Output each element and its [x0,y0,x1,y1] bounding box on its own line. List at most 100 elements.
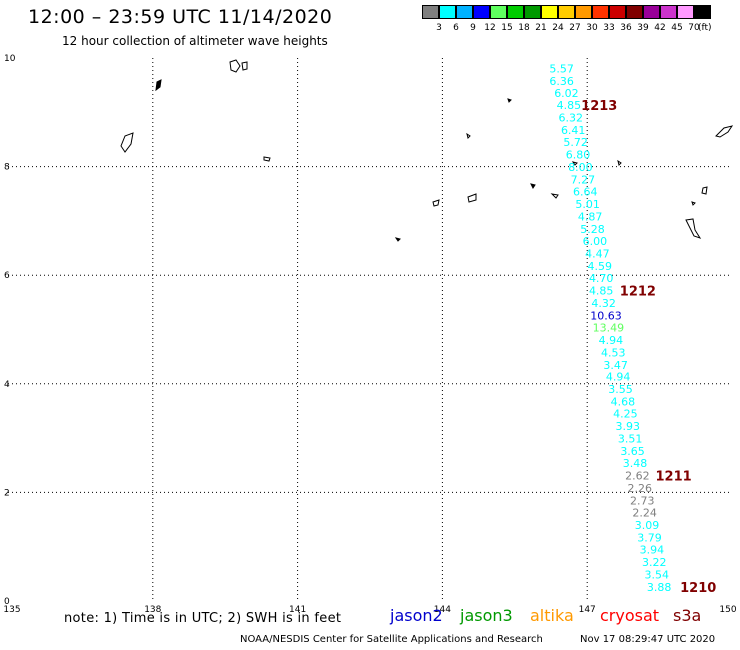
wave-height-value: 4.85 [589,284,614,297]
island [263,156,271,162]
wave-height-value: 3.48 [623,457,648,470]
legend-tick-label: 70 [688,23,700,33]
wave-height-value: 6.00 [583,235,608,248]
island [530,183,536,189]
legend-swatch [592,5,609,19]
legend-tick-label: 21 [535,23,547,33]
island [617,159,622,166]
wave-height-value: 3.93 [615,420,640,433]
satellite-cryosat: cryosat [600,606,660,625]
legend-tick-label: 12 [484,23,496,33]
wave-height-value: 4.85 [557,99,582,112]
pass-time-label: 1210 [680,581,716,596]
wave-height-value: 3.09 [635,519,660,532]
wave-height-value: 3.47 [603,359,628,372]
wave-height-value: 3.22 [642,556,667,569]
legend-tick-label: 3 [436,23,442,33]
legend-tick-label: 33 [603,23,615,33]
lat-tick-label: 8 [4,163,10,173]
lat-tick-label: 6 [4,271,10,281]
wave-height-value: 3.65 [620,445,645,458]
legend-tick-label: 9 [470,23,476,33]
wave-height-value: 2.24 [632,506,657,519]
satellite-jason3: jason3 [460,606,513,625]
generation-timestamp: Nov 17 08:29:47 UTC 2020 [580,634,716,645]
lon-tick-label: 147 [579,605,596,615]
lon-tick-label: 141 [289,605,306,615]
satellite-s3a: s3a [673,606,702,625]
legend-swatch [558,5,575,19]
wave-height-value: 3.55 [608,383,633,396]
legend-tick-label: 24 [552,23,564,33]
satellite-jason2: jason2 [390,606,443,625]
lon-tick-label: 150 [719,605,736,615]
island [701,186,708,195]
wave-height-value: 8.00 [568,161,593,174]
lon-tick-label: 144 [434,605,451,615]
wave-height-value: 5.72 [563,136,588,149]
wave-height-value: 6.64 [573,186,598,199]
island [155,79,162,92]
island [691,201,696,206]
map-title: 12:00 – 23:59 UTC 11/14/2020 [28,6,333,28]
legend-swatch [490,5,507,19]
wave-height-value: 3.79 [637,531,662,544]
island [685,218,702,239]
wave-height-value: 6.80 [566,149,591,162]
axis-tick-labels: 135 138 141 144 147 150 0 2 4 6 8 10 [3,54,736,615]
map-subtitle: 12 hour collection of altimeter wave hei… [62,34,328,48]
legend-swatch [643,5,660,19]
wave-height-value: 6.02 [554,87,579,100]
legend-swatch [439,5,456,19]
pass-time-label: 1213 [581,99,617,114]
island [467,193,477,203]
wave-height-value: 13.49 [593,321,625,334]
wave-height-value: 4.53 [601,346,626,359]
island [432,199,440,207]
satellite-altika: altika [530,606,574,625]
legend-swatch [626,5,643,19]
wave-height-value: 2.26 [628,482,653,495]
legend-tick-label: 30 [586,23,598,33]
wave-height-value: 4.87 [578,211,603,224]
wave-height-value: 4.94 [606,371,631,384]
lat-tick-label: 2 [4,488,10,498]
legend-swatch [507,5,524,19]
island [571,161,578,166]
lon-tick-label: 138 [144,605,161,615]
pass-time-labels: 1213 1212 1211 1210 [581,99,716,596]
legend-swatch [660,5,677,19]
wave-height-value: 4.32 [591,297,616,310]
legend-swatch [677,5,694,19]
wave-height-value: 4.25 [613,408,638,421]
wave-height-value: 5.57 [549,62,574,75]
legend-tick-label: 18 [518,23,530,33]
island [466,132,471,139]
wave-height-value: 4.59 [587,260,612,273]
legend-swatch [609,5,626,19]
wave-height-value: 6.36 [549,75,574,88]
island-outlines [120,59,734,242]
legend-swatch [694,5,711,19]
lat-tick-label: 10 [4,54,16,64]
wave-height-value: 5.28 [580,223,605,236]
lat-tick-label: 4 [4,380,10,390]
legend-swatch [524,5,541,19]
legend-swatch [541,5,558,19]
wave-height-value: 2.62 [625,470,650,483]
legend-swatch [456,5,473,19]
lat-tick-label: 0 [4,597,10,607]
wave-height-value: 4.94 [599,334,624,347]
wave-height-value: 3.88 [647,581,672,594]
island [241,61,248,71]
wave-height-observations: 5.576.366.024.856.326.415.726.808.007.27… [549,62,671,594]
legend-tick-label: 42 [654,23,666,33]
pass-time-label: 1211 [656,470,692,485]
island [120,132,134,153]
wave-height-value: 3.54 [644,568,669,581]
island [507,98,512,103]
legend-tick-label: 27 [569,23,581,33]
legend-swatch [473,5,490,19]
